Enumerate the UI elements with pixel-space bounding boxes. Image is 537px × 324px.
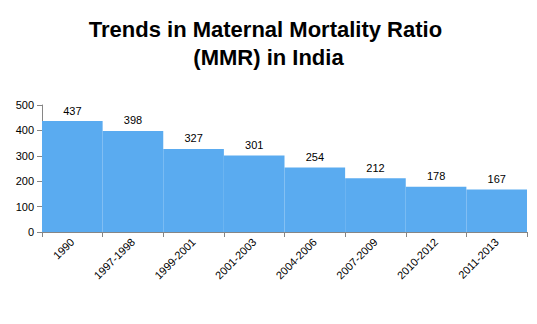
svg-text:2011-2013: 2011-2013	[456, 236, 501, 281]
svg-text:Trends in Maternal Mortality R: Trends in Maternal Mortality Ratio	[89, 17, 448, 42]
svg-text:167: 167	[488, 173, 506, 185]
svg-text:327: 327	[184, 132, 202, 144]
svg-text:437: 437	[63, 105, 81, 117]
svg-text:212: 212	[366, 162, 384, 174]
svg-text:1997-1998: 1997-1998	[92, 236, 138, 282]
svg-text:254: 254	[306, 151, 324, 163]
svg-text:2010-2012: 2010-2012	[395, 236, 441, 282]
svg-text:0: 0	[28, 226, 34, 238]
svg-text:300: 300	[16, 150, 34, 162]
svg-text:400: 400	[16, 124, 34, 136]
svg-text:178: 178	[427, 170, 445, 182]
svg-text:200: 200	[16, 175, 34, 187]
svg-text:1999-2001: 1999-2001	[152, 236, 198, 282]
svg-text:100: 100	[16, 201, 34, 213]
svg-text:398: 398	[124, 114, 142, 126]
svg-text:2004-2006: 2004-2006	[273, 236, 319, 282]
svg-text:2007-2009: 2007-2009	[334, 236, 380, 282]
svg-text:2001-2003: 2001-2003	[213, 236, 259, 282]
svg-text:1990: 1990	[51, 236, 77, 262]
svg-text:(MMR) in India: (MMR) in India	[193, 45, 344, 70]
svg-text:500: 500	[16, 99, 34, 111]
svg-text:301: 301	[245, 139, 263, 151]
